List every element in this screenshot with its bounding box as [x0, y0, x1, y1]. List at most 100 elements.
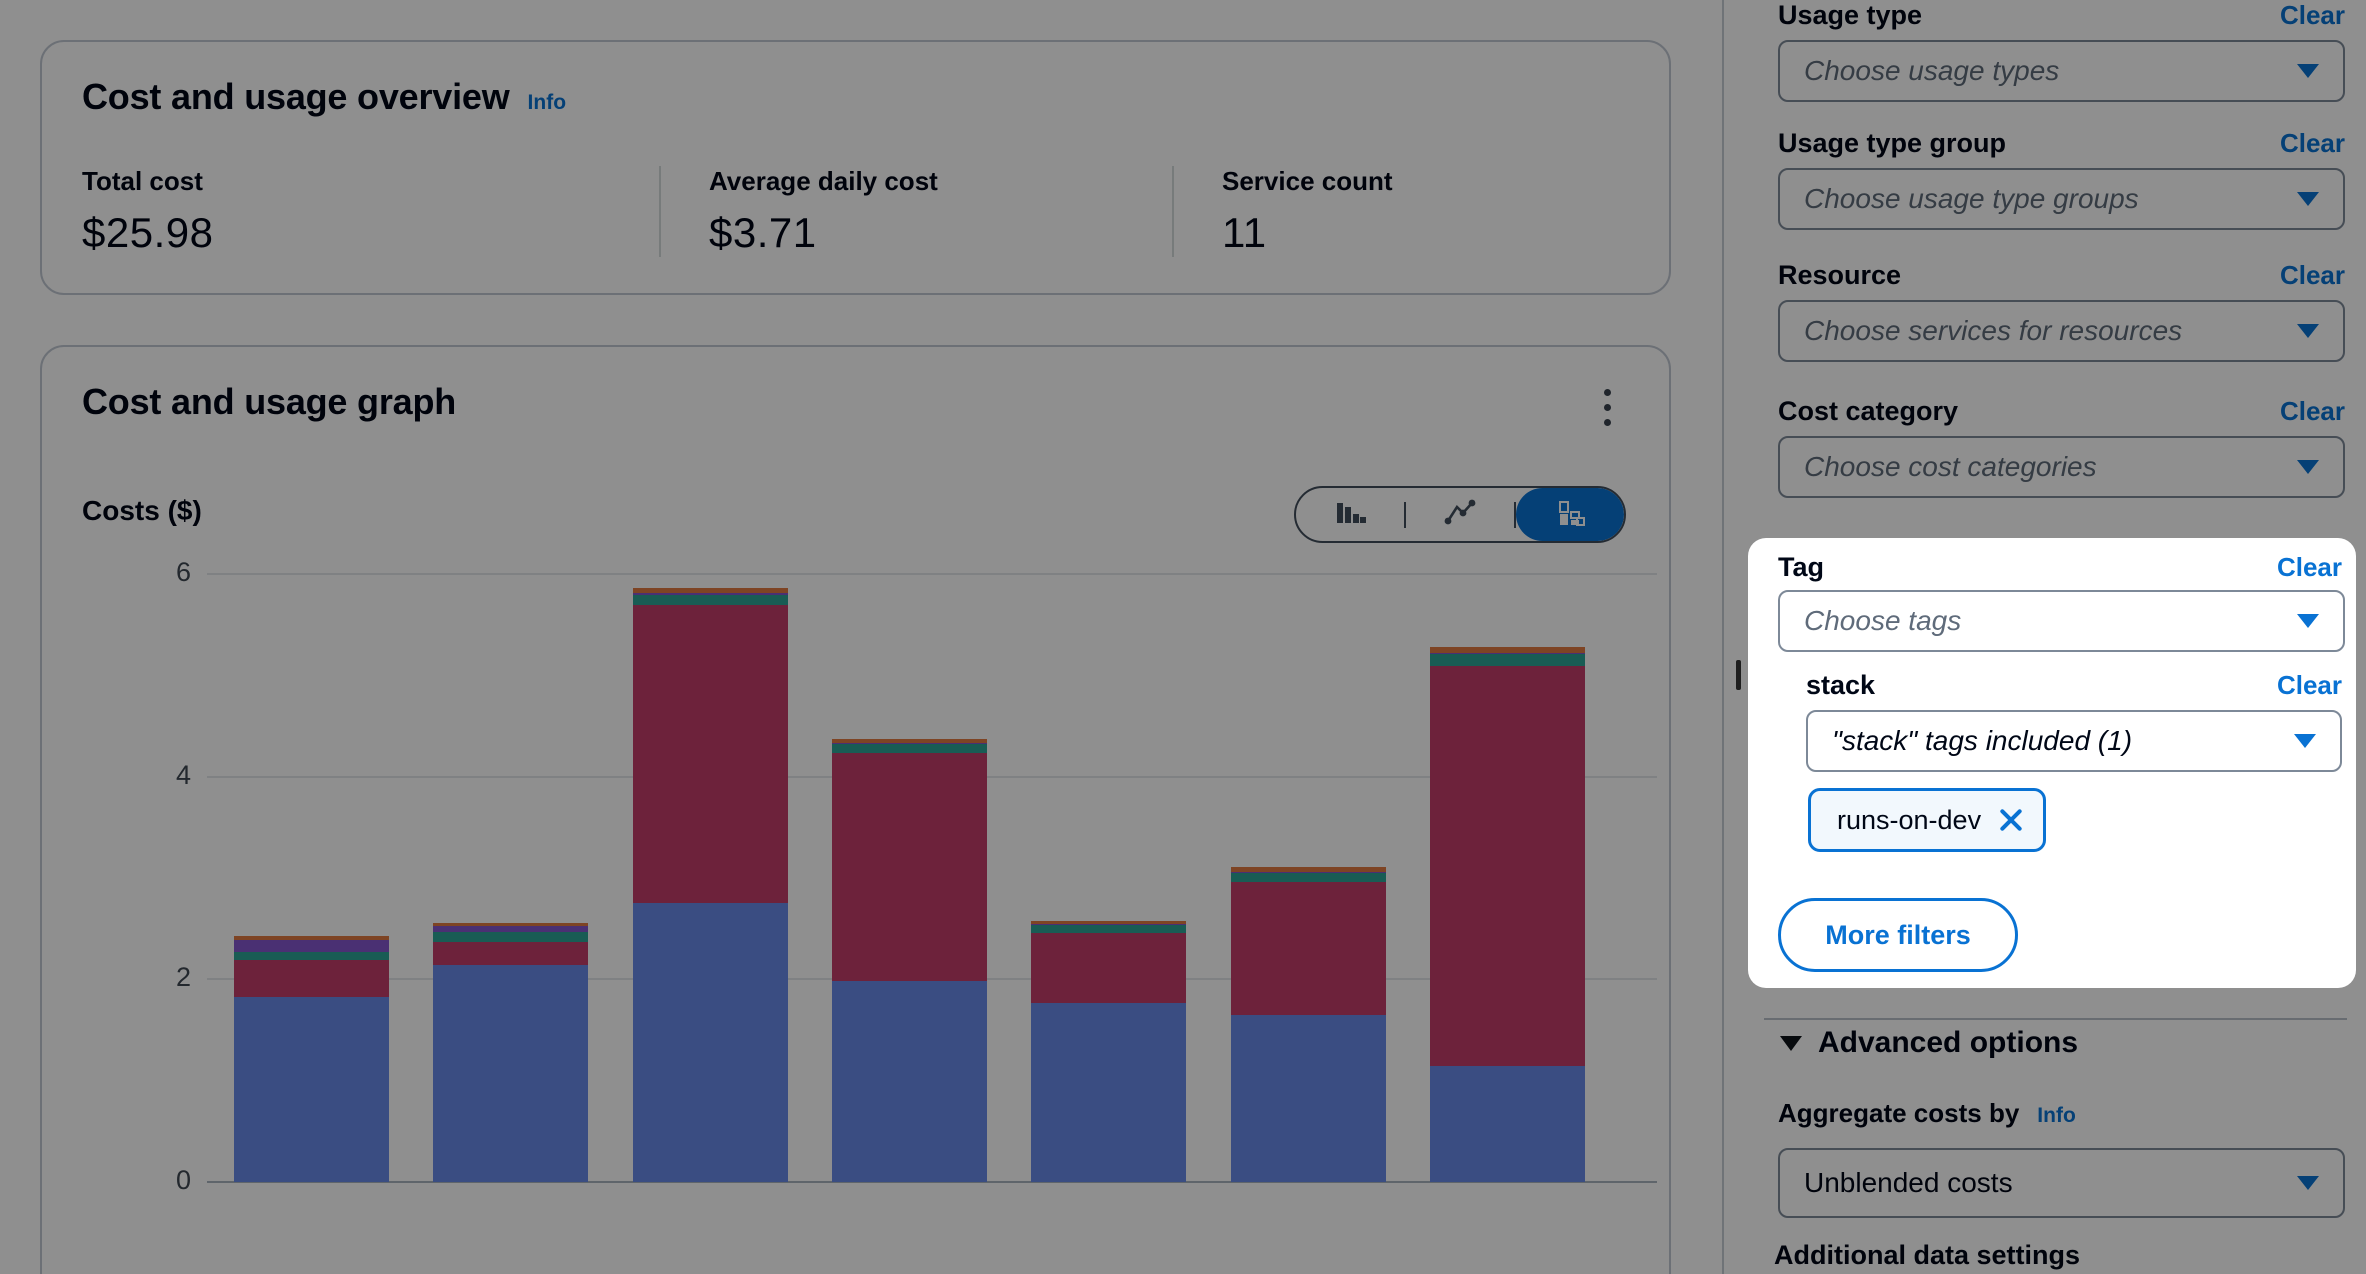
chevron-down-icon [2297, 460, 2319, 474]
cost-usage-overview-card: Cost and usage overview Info Total cost $… [40, 40, 1671, 295]
select-cost-category[interactable]: Choose cost categories [1778, 436, 2345, 498]
stat-value: 11 [1222, 209, 1267, 256]
stat-average-daily-cost: Average daily cost $3.71 [659, 166, 1172, 257]
advanced-options-header[interactable]: Advanced options [1780, 1026, 2078, 1060]
overview-info-link[interactable]: Info [527, 91, 567, 114]
stat-total-cost: Total cost $25.98 [82, 166, 659, 257]
select-usage-type-group[interactable]: Choose usage type groups [1778, 168, 2345, 230]
stat-label: Average daily cost [709, 166, 938, 196]
y-tick-label: 2 [175, 962, 191, 993]
line-chart-icon [1442, 495, 1478, 534]
bar-chart-icon [1332, 495, 1368, 534]
more-filters-button[interactable]: More filters [1778, 898, 2018, 972]
filter-label-resource: Resource [1778, 260, 1902, 290]
segment-purple [632, 593, 788, 596]
segment-orange [632, 588, 788, 594]
segment-orange [1230, 866, 1386, 872]
filter-label-row-usage-type-group: Usage type group Clear [1778, 128, 2345, 159]
tag-clear-link[interactable]: Clear [2276, 552, 2342, 582]
chart-y-axis-title: Costs ($) [82, 495, 202, 526]
toggle-separator [1514, 501, 1516, 528]
segment-crimson [632, 605, 788, 904]
segment-teal [632, 595, 788, 606]
y-tick-label: 6 [175, 557, 191, 587]
segment-teal [234, 952, 389, 961]
stack-tag-label: stack [1806, 670, 1876, 700]
stat-value: $25.98 [82, 209, 214, 256]
segment-blue [433, 965, 589, 1182]
chevron-down-icon [2294, 734, 2316, 748]
segment-teal [1429, 654, 1585, 667]
stat-label: Total cost [82, 166, 203, 196]
y-tick-label: 4 [175, 759, 191, 790]
tag-filter-spotlight: Tag Clear Choose tags stack Clear "stack… [1748, 538, 2356, 988]
segment-teal [831, 744, 987, 754]
triangle-down-icon [1780, 1035, 1802, 1051]
overview-title: Cost and usage overview [82, 76, 510, 117]
remove-tag-x-icon[interactable] [1995, 804, 2027, 836]
panel-divider [1722, 0, 1724, 1274]
filter-label-row-cost-category: Cost category Clear [1778, 396, 2345, 427]
overview-stats-row: Total cost $25.98 Average daily cost $3.71 S… [82, 166, 1629, 257]
line-chart-toggle-button[interactable] [1406, 488, 1514, 541]
segment-teal [433, 931, 589, 942]
chevron-down-icon [2297, 1176, 2319, 1190]
chevron-down-icon [2297, 614, 2319, 628]
aggregate-info-link[interactable]: Info [2037, 1104, 2076, 1127]
stat-label: Service count [1222, 166, 1393, 196]
segment-purple [433, 925, 589, 932]
bar-stack-4 [831, 739, 987, 1182]
bar-chart-toggle-button[interactable] [1296, 488, 1404, 541]
x-axis-baseline [207, 1181, 1657, 1183]
bar-stack-1 [234, 935, 389, 1182]
bar-stack-7 [1429, 646, 1585, 1182]
filter-label-row-usage-type: Usage type Clear [1778, 0, 2345, 31]
clear-link-usage-type[interactable]: Clear [2279, 0, 2345, 30]
segment-orange [831, 739, 987, 744]
chevron-down-icon [2297, 64, 2319, 78]
segment-crimson [831, 753, 987, 982]
stat-service-count: Service count 11 [1172, 166, 1433, 257]
segment-orange [234, 935, 389, 940]
toggle-separator [1404, 501, 1406, 528]
bar-stack-6 [1230, 866, 1386, 1182]
additional-data-settings-header: Additional data settings [1774, 1240, 2081, 1270]
filter-label-row-resource: Resource Clear [1778, 260, 2345, 291]
aggregate-costs-label: Aggregate costs by [1778, 1098, 2020, 1128]
stacked-bar-chart-toggle-button[interactable] [1516, 488, 1624, 541]
aggregate-costs-select[interactable]: Unblended costs [1778, 1148, 2345, 1218]
bar-stack-3 [632, 588, 788, 1182]
runs-on-dev-tag-chip[interactable]: runs-on-dev [1808, 788, 2047, 852]
gridline [207, 573, 1657, 575]
tag-filter-label: Tag [1778, 552, 1824, 582]
segment-purple [234, 939, 389, 952]
stack-tags-included-select[interactable]: "stack" tags included (1) [1806, 710, 2342, 772]
segment-purple [1031, 923, 1187, 925]
select-usage-type[interactable]: Choose usage types [1778, 40, 2345, 102]
clear-link-usage-type-group[interactable]: Clear [2279, 128, 2345, 158]
y-tick-label: 0 [175, 1165, 191, 1195]
segment-blue [234, 996, 389, 1182]
select-resource[interactable]: Choose services for resources [1778, 300, 2345, 362]
stacked-bar-chart-icon [1552, 495, 1588, 534]
segment-blue [632, 903, 788, 1182]
segment-blue [1230, 1014, 1386, 1182]
segment-crimson [1429, 666, 1585, 1067]
segment-crimson [1230, 882, 1386, 1015]
segment-teal [1031, 924, 1187, 933]
segment-orange [1031, 920, 1187, 924]
stack-clear-link[interactable]: Clear [2276, 670, 2342, 700]
clear-link-cost-category[interactable]: Clear [2279, 396, 2345, 426]
filter-label-usage-type: Usage type [1778, 0, 1923, 30]
segment-purple [831, 743, 987, 745]
chart-type-toggle [1294, 486, 1626, 543]
choose-tags-select[interactable]: Choose tags [1778, 590, 2345, 652]
segment-purple [1429, 653, 1585, 655]
clear-link-resource[interactable]: Clear [2279, 260, 2345, 290]
section-divider [1764, 1018, 2347, 1020]
filter-label-cost-category: Cost category [1778, 396, 1959, 426]
kebab-menu-icon[interactable] [1598, 383, 1617, 432]
segment-crimson [1031, 932, 1187, 1003]
chevron-down-icon [2297, 192, 2319, 206]
